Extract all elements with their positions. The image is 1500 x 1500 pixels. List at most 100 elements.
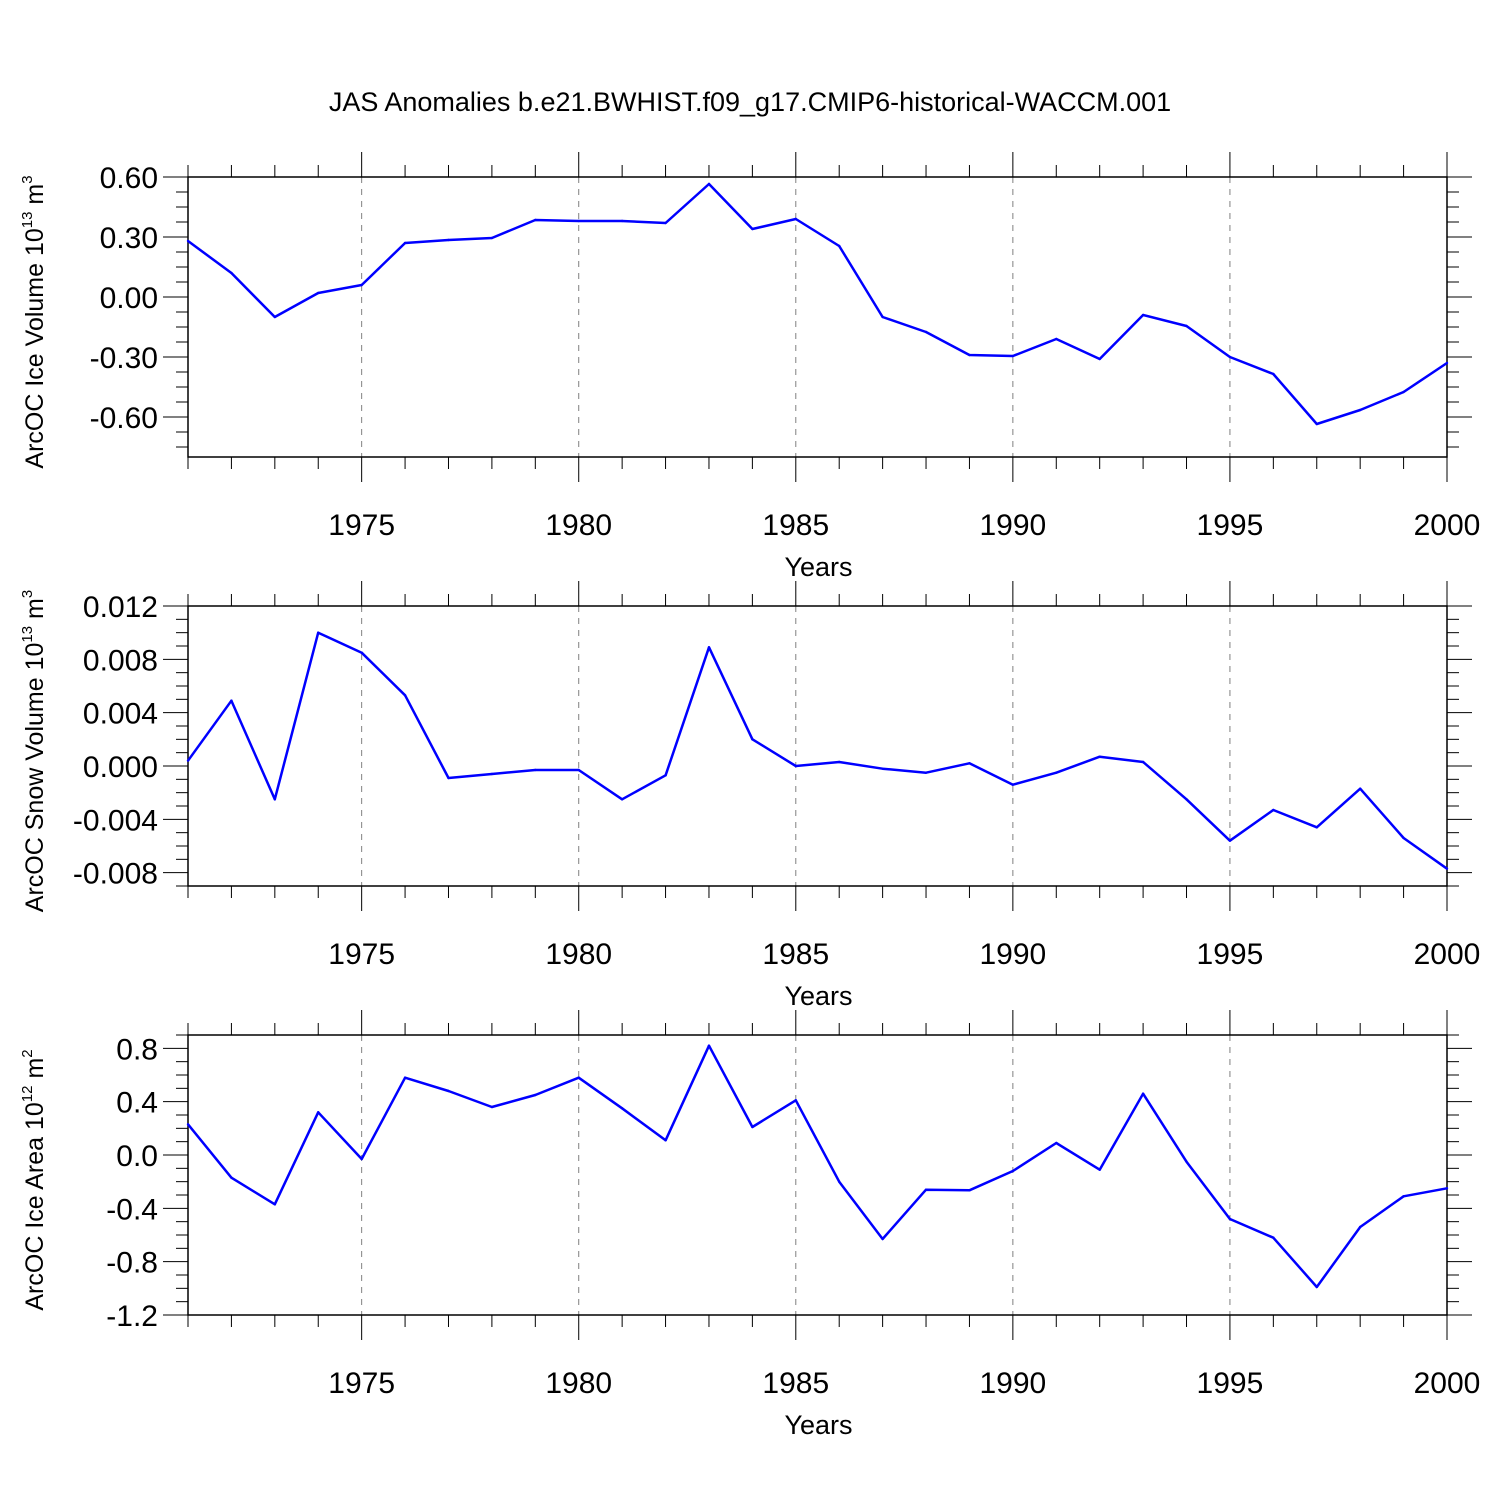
x-tick-label: 2000 (1414, 509, 1481, 542)
y-tick-label: -0.004 (73, 804, 158, 837)
data-point (490, 772, 494, 776)
data-point (1445, 1187, 1449, 1190)
x-axis-label: Years (784, 981, 852, 1011)
panel-1: 0.60 0.30 0.00 -0.30 -0.60 1975 1980 1985 1990 19… (19, 152, 1480, 582)
x-tick-label: 1990 (979, 509, 1046, 542)
data-point (447, 776, 450, 780)
x-tick-label: 1975 (328, 938, 395, 971)
data-point (1141, 760, 1145, 764)
data-point (924, 330, 928, 334)
data-point (403, 1076, 407, 1079)
data-point (620, 1107, 624, 1110)
data-point (1098, 1168, 1101, 1171)
x-tick-label: 1990 (979, 1367, 1046, 1400)
data-point (447, 238, 450, 242)
x-tick-label: 1995 (1197, 938, 1264, 971)
data-point (230, 699, 233, 702)
data-point (230, 1176, 233, 1179)
data-point (1141, 1092, 1145, 1095)
y-tick-label: 0.0 (116, 1140, 158, 1173)
data-point (186, 759, 190, 762)
data-point (1402, 836, 1405, 840)
data-point (1098, 755, 1101, 758)
y-tick-label: 0.012 (83, 591, 158, 624)
y-label-superscript: 3 (19, 590, 36, 598)
data-point (1011, 783, 1015, 786)
y-axis-label: ArcOC Snow Volume 1013 m3 (19, 590, 49, 912)
y-label-superscript: 12 (19, 1086, 36, 1103)
data-point (794, 1099, 797, 1102)
y-label-superscript: 13 (19, 212, 36, 229)
x-axis-label: Years (784, 552, 852, 582)
data-point (1228, 839, 1232, 842)
data-point (1358, 1225, 1362, 1229)
x-tick-label: 1995 (1197, 1367, 1264, 1400)
y-label-text: ArcOC Ice Area 10 (21, 1102, 49, 1310)
panels: 0.60 0.30 0.00 -0.30 -0.60 1975 1980 1985 1990 19… (19, 152, 1480, 1440)
data-point (620, 798, 624, 801)
data-point (707, 1044, 711, 1047)
y-tick-label: -1.2 (106, 1300, 158, 1333)
data-point (1272, 1236, 1275, 1239)
data-point (1445, 361, 1449, 365)
data-point (490, 1105, 494, 1109)
y-tick-label: -0.30 (90, 342, 158, 375)
data-point (273, 315, 277, 319)
data-point (664, 1139, 667, 1142)
x-tick-label: 1995 (1197, 509, 1264, 542)
y-label-superscript: 13 (19, 626, 36, 643)
data-point (707, 182, 711, 186)
x-tick-label: 1985 (762, 1367, 829, 1400)
data-point (751, 1125, 754, 1129)
data-point (1011, 1169, 1015, 1173)
data-point (1315, 422, 1318, 426)
data-point (577, 768, 580, 772)
data-point (881, 1237, 884, 1241)
x-tick-label: 1975 (328, 509, 395, 542)
y-tick-label: 0.000 (83, 751, 158, 784)
data-point (230, 271, 233, 275)
data-point (838, 760, 841, 764)
y-label-text: m (21, 1058, 49, 1086)
data-point (794, 764, 797, 768)
data-point (751, 738, 754, 741)
data-point (490, 236, 494, 240)
series-line (187, 182, 1448, 426)
x-tick-label: 2000 (1414, 938, 1481, 971)
data-point (317, 1111, 320, 1114)
panel-2: 0.012 0.008 0.004 0.000 -0.004 -0.008 1975 1980… (19, 581, 1480, 1011)
y-tick-label: 0.00 (100, 282, 158, 315)
data-point (1315, 826, 1318, 829)
y-tick-label: 0.4 (116, 1087, 158, 1120)
data-point (360, 283, 363, 287)
plot-frame (187, 176, 1448, 458)
y-tick-label: -0.4 (106, 1193, 158, 1226)
data-point (1185, 1160, 1188, 1163)
data-point (577, 219, 580, 223)
data-point (1358, 787, 1362, 790)
data-point (664, 221, 667, 225)
data-point (1272, 372, 1275, 376)
data-point (664, 774, 667, 777)
x-tick-label: 2000 (1414, 1367, 1481, 1400)
x-tick-label: 1985 (762, 938, 829, 971)
data-point (577, 1076, 580, 1079)
data-point (1315, 1285, 1318, 1289)
data-point (881, 767, 884, 770)
data-point (707, 646, 711, 649)
plot-frame (187, 605, 1448, 887)
data-point (1185, 798, 1188, 801)
data-point (838, 244, 841, 248)
y-axis-label: ArcOC Ice Area 1012 m2 (19, 1049, 49, 1310)
data-point (273, 1203, 277, 1206)
data-point (360, 651, 363, 654)
data-point (881, 315, 884, 319)
data-point (751, 227, 754, 231)
data-point (317, 291, 320, 295)
x-tick-label: 1980 (545, 509, 612, 542)
y-tick-label: 0.30 (100, 222, 158, 255)
data-point (1141, 313, 1145, 317)
x-tick-label: 1990 (979, 938, 1046, 971)
plot-frame (187, 1034, 1448, 1316)
y-label-superscript: 3 (19, 175, 36, 183)
